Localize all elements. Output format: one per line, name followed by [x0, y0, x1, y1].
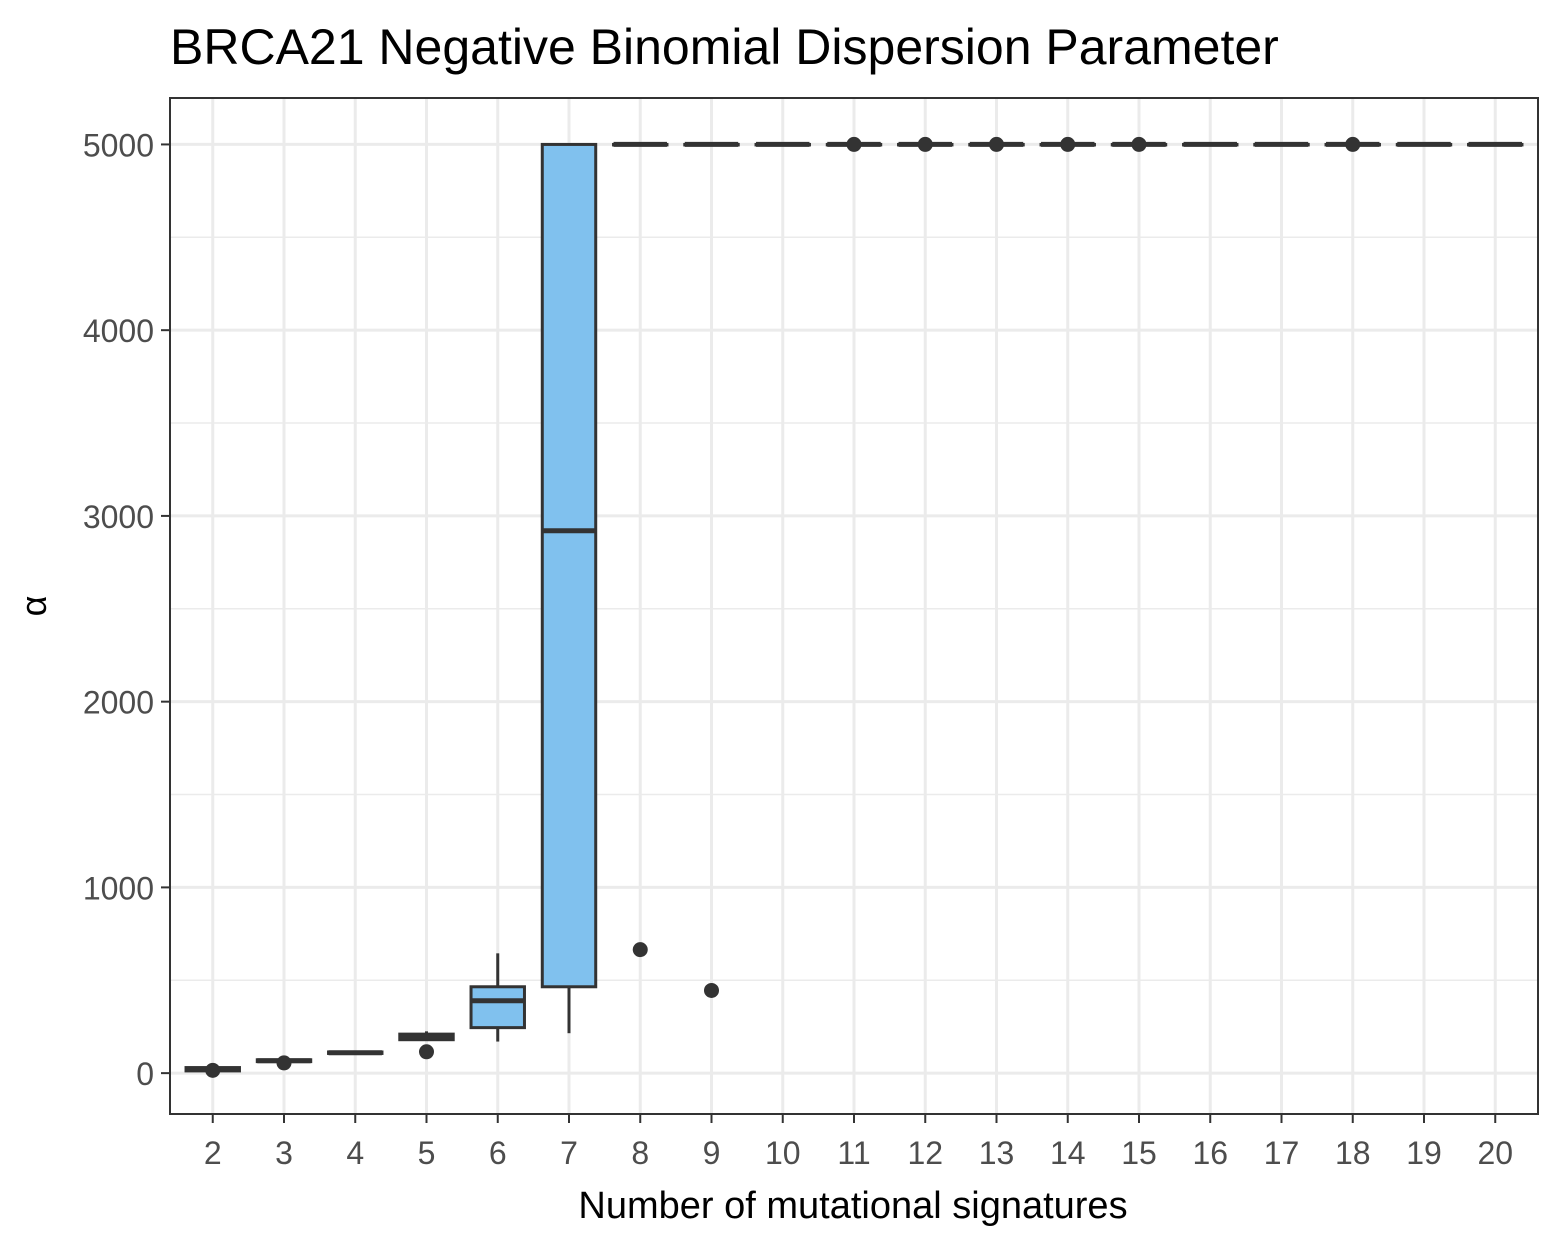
x-axis-title: Number of mutational signatures: [578, 1185, 1127, 1227]
box-11: [825, 136, 883, 152]
x-tick-label: 5: [418, 1135, 436, 1171]
y-tick-label: 4000: [83, 313, 154, 349]
x-tick-label: 9: [703, 1135, 721, 1171]
x-tick-label: 18: [1335, 1135, 1371, 1171]
outlier-point: [917, 136, 933, 152]
box-9: [683, 141, 740, 998]
y-tick-label: 0: [136, 1056, 154, 1092]
box-17: [1253, 141, 1310, 147]
box-15: [1110, 136, 1168, 152]
axis-layer: 0 1000 2000 3000 4000 5000 2 3 4 5 6 7 8 9 10 11 12 13 14 1…: [83, 127, 1513, 1171]
y-axis-title: α: [13, 596, 54, 617]
y-tick-label: 2000: [83, 685, 154, 721]
x-tick-label: 19: [1406, 1135, 1442, 1171]
x-tick-label: 10: [765, 1135, 801, 1171]
box-iqr: [469, 985, 526, 1030]
box-20: [1467, 141, 1524, 147]
box-10: [754, 141, 811, 147]
box-13: [968, 136, 1025, 152]
box-6: [469, 953, 526, 1042]
x-tick-label: 4: [346, 1135, 364, 1171]
box-12: [897, 136, 954, 152]
x-tick-label: 3: [275, 1135, 293, 1171]
x-tick-label: 20: [1477, 1135, 1513, 1171]
outlier-point: [1131, 136, 1147, 152]
grid-layer: [170, 98, 1538, 1114]
x-tick-label: 17: [1264, 1135, 1300, 1171]
x-tick-label: 15: [1121, 1135, 1157, 1171]
outlier-point: [989, 136, 1004, 152]
box-4: [327, 1050, 384, 1056]
outlier-point: [846, 136, 862, 152]
outlier-point: [1060, 136, 1076, 152]
box-7: [540, 142, 598, 1034]
y-tick-label: 3000: [83, 499, 154, 535]
box-5: [398, 1031, 455, 1060]
outlier-point: [419, 1044, 434, 1060]
y-tick-label: 5000: [83, 127, 154, 163]
box-2: [184, 1062, 241, 1078]
box-iqr: [540, 142, 598, 989]
x-tick-label: 11: [837, 1135, 870, 1171]
x-tick-label: 6: [489, 1135, 507, 1171]
box-18: [1324, 136, 1381, 152]
x-tick-label: 2: [204, 1135, 222, 1171]
x-tick-label: 8: [631, 1135, 649, 1171]
box-19: [1395, 141, 1453, 147]
x-tick-label: 13: [979, 1135, 1015, 1171]
y-tick-label: 1000: [83, 870, 154, 906]
box-layer: [184, 136, 1524, 1078]
box-3: [255, 1055, 313, 1071]
outlier-point: [276, 1055, 292, 1071]
x-tick-label: 7: [560, 1135, 578, 1171]
box-14: [1039, 136, 1096, 152]
outlier-point: [1345, 136, 1361, 152]
x-tick-label: 12: [907, 1135, 943, 1171]
x-tick-label: 16: [1192, 1135, 1228, 1171]
x-tick-label: 14: [1050, 1135, 1086, 1171]
outlier-point: [632, 942, 648, 958]
box-16: [1182, 141, 1239, 147]
outlier-point: [704, 982, 719, 998]
outlier-point: [205, 1062, 221, 1078]
box-8: [612, 141, 669, 958]
chart-title: BRCA21 Negative Binomial Dispersion Para…: [170, 19, 1279, 75]
